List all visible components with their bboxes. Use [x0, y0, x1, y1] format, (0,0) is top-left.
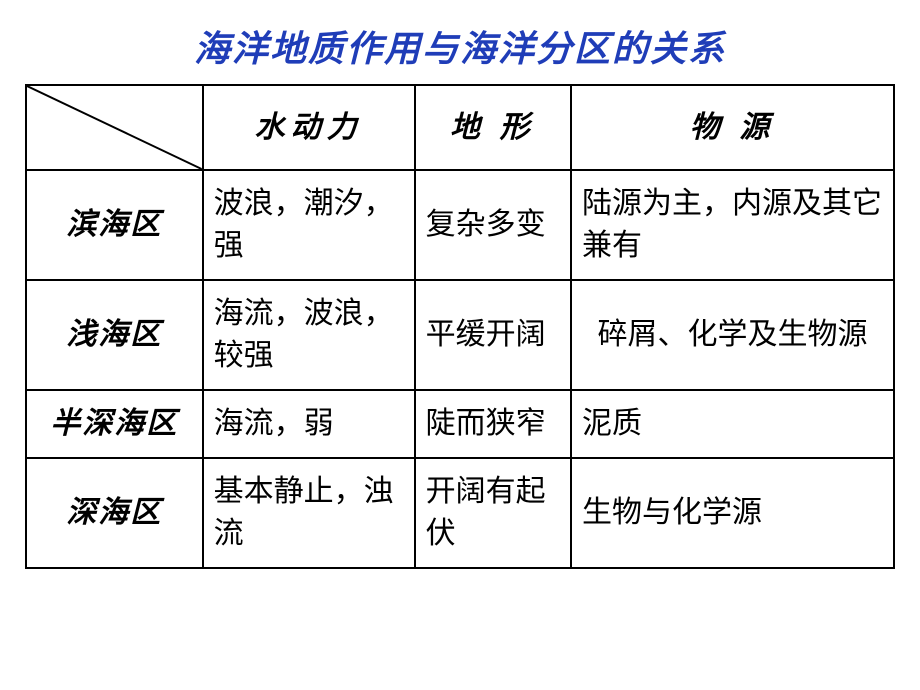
cell-hydro: 波浪，潮汐，强	[203, 170, 415, 280]
cell-source: 陆源为主，内源及其它兼有	[571, 170, 894, 280]
header-terrain: 地 形	[415, 85, 571, 170]
table-row: 滨海区 波浪，潮汐，强 复杂多变 陆源为主，内源及其它兼有	[26, 170, 894, 280]
row-label-abyssal: 深海区	[26, 458, 203, 568]
cell-terrain: 陡而狭窄	[415, 390, 571, 458]
row-label-bathyal: 半深海区	[26, 390, 203, 458]
cell-hydro: 海流，波浪，较强	[203, 280, 415, 390]
row-label-coastal: 滨海区	[26, 170, 203, 280]
row-label-neritic: 浅海区	[26, 280, 203, 390]
page-title: 海洋地质作用与海洋分区的关系	[25, 20, 895, 72]
table-row: 半深海区 海流，弱 陡而狭窄 泥质	[26, 390, 894, 458]
table-row: 浅海区 海流，波浪，较强 平缓开阔 碎屑、化学及生物源	[26, 280, 894, 390]
cell-terrain: 开阔有起伏	[415, 458, 571, 568]
header-row: 水动力 地 形 物 源	[26, 85, 894, 170]
header-source: 物 源	[571, 85, 894, 170]
cell-source: 生物与化学源	[571, 458, 894, 568]
ocean-zones-table: 水动力 地 形 物 源 滨海区 波浪，潮汐，强 复杂多变 陆源为主，内源及其它兼…	[25, 84, 895, 569]
cell-hydro: 海流，弱	[203, 390, 415, 458]
diagonal-corner-cell	[26, 85, 203, 170]
cell-hydro: 基本静止，浊流	[203, 458, 415, 568]
table-row: 深海区 基本静止，浊流 开阔有起伏 生物与化学源	[26, 458, 894, 568]
cell-source: 碎屑、化学及生物源	[571, 280, 894, 390]
cell-terrain: 平缓开阔	[415, 280, 571, 390]
cell-source: 泥质	[571, 390, 894, 458]
cell-terrain: 复杂多变	[415, 170, 571, 280]
header-hydrodynamics: 水动力	[203, 85, 415, 170]
